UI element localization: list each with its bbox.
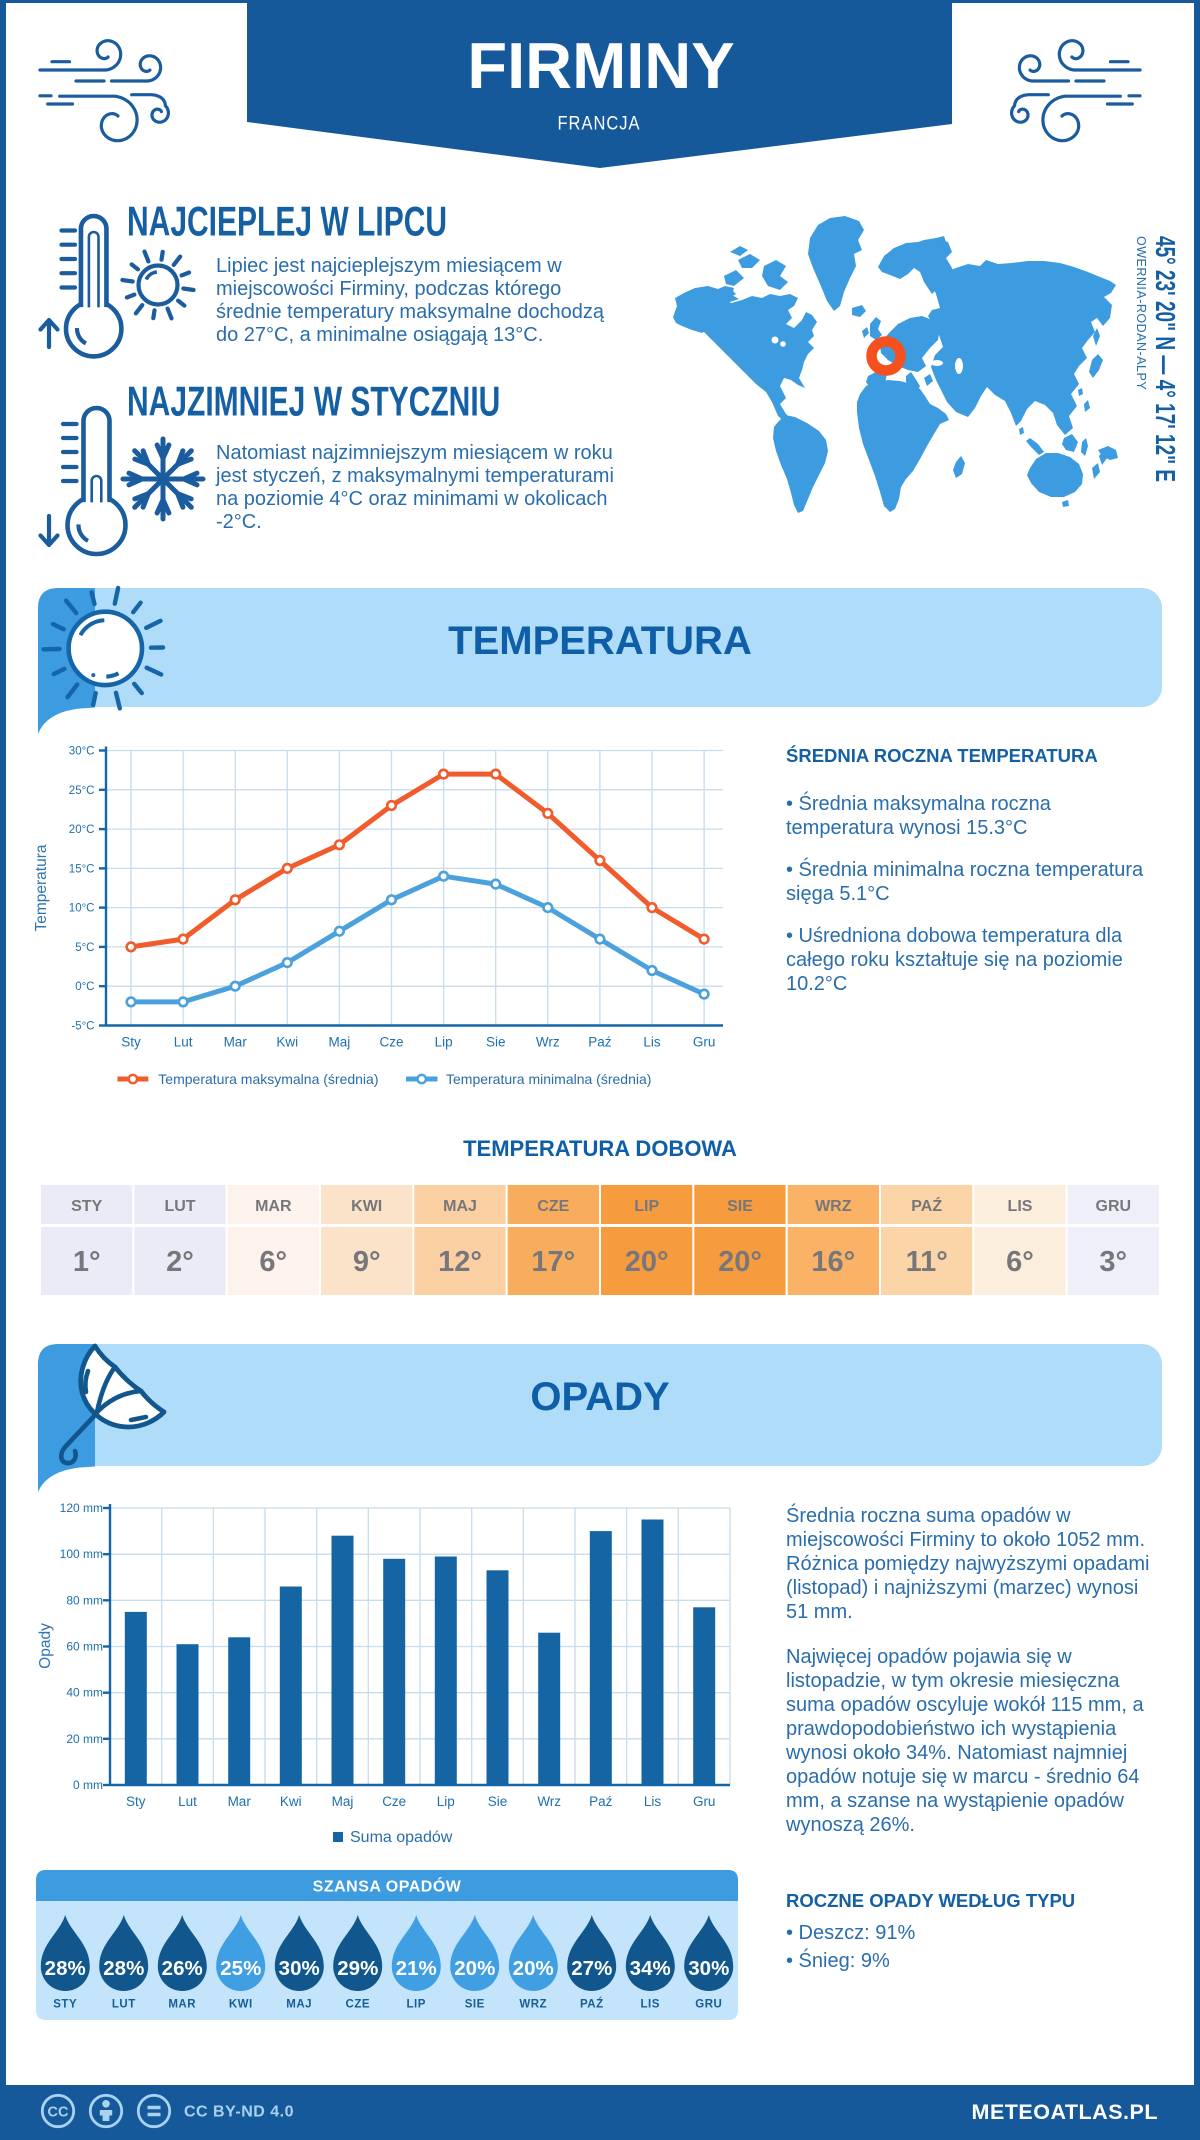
svg-text:SIE: SIE xyxy=(465,1999,485,2011)
svg-text:25°C: 25°C xyxy=(69,785,95,797)
svg-text:Kwi: Kwi xyxy=(276,1035,298,1050)
svg-text:Wrz: Wrz xyxy=(536,1035,560,1050)
svg-text:20°: 20° xyxy=(625,1246,669,1278)
svg-text:MAJ: MAJ xyxy=(286,1999,312,2011)
svg-text:28%: 28% xyxy=(45,1957,86,1980)
svg-text:20%: 20% xyxy=(513,1957,554,1980)
svg-text:120 mm: 120 mm xyxy=(60,1501,103,1515)
svg-text:30%: 30% xyxy=(688,1957,729,1980)
svg-text:21%: 21% xyxy=(396,1957,437,1980)
svg-text:Gru: Gru xyxy=(693,1794,716,1809)
svg-text:20 mm: 20 mm xyxy=(66,1732,103,1746)
svg-text:26%: 26% xyxy=(162,1957,203,1980)
svg-text:Temperatura maksymalna (średni: Temperatura maksymalna (średnia) xyxy=(158,1071,378,1087)
svg-text:20°: 20° xyxy=(718,1246,762,1278)
svg-text:WRZ: WRZ xyxy=(815,1198,852,1215)
svg-text:Lis: Lis xyxy=(643,1035,661,1050)
svg-text:28%: 28% xyxy=(103,1957,144,1980)
svg-text:Lip: Lip xyxy=(435,1035,453,1050)
svg-text:6°: 6° xyxy=(259,1246,287,1278)
svg-text:15°C: 15°C xyxy=(69,863,95,875)
svg-text:Suma opadów: Suma opadów xyxy=(350,1829,453,1846)
svg-text:Gru: Gru xyxy=(693,1035,716,1050)
svg-text:MAR: MAR xyxy=(168,1999,196,2011)
svg-text:9°: 9° xyxy=(353,1246,381,1278)
svg-text:34%: 34% xyxy=(630,1957,671,1980)
svg-text:Cze: Cze xyxy=(382,1794,406,1809)
svg-text:20°C: 20°C xyxy=(69,824,95,836)
svg-text:Lut: Lut xyxy=(174,1035,193,1050)
svg-text:5°C: 5°C xyxy=(75,942,94,954)
svg-text:6°: 6° xyxy=(1006,1246,1034,1278)
svg-text:30°C: 30°C xyxy=(69,746,95,758)
svg-text:Sie: Sie xyxy=(488,1794,508,1809)
svg-text:3°: 3° xyxy=(1099,1246,1127,1278)
svg-text:KWI: KWI xyxy=(229,1999,253,2011)
svg-text:Temperatura minimalna (średnia: Temperatura minimalna (średnia) xyxy=(446,1071,651,1087)
svg-text:CZE: CZE xyxy=(346,1999,371,2011)
svg-text:GRU: GRU xyxy=(1096,1198,1132,1215)
svg-text:2°: 2° xyxy=(166,1246,194,1278)
svg-text:LIP: LIP xyxy=(407,1999,426,2011)
svg-text:Cze: Cze xyxy=(379,1035,403,1050)
svg-text:20%: 20% xyxy=(454,1957,495,1980)
svg-text:Lip: Lip xyxy=(437,1794,455,1809)
svg-text:Sty: Sty xyxy=(121,1035,141,1050)
svg-text:Wrz: Wrz xyxy=(537,1794,561,1809)
svg-text:PAŹ: PAŹ xyxy=(911,1196,942,1215)
svg-text:0°C: 0°C xyxy=(75,981,94,993)
svg-text:CZE: CZE xyxy=(537,1198,569,1215)
svg-text:MAR: MAR xyxy=(255,1198,292,1215)
svg-text:Temperatura: Temperatura xyxy=(33,844,50,931)
svg-text:Opady: Opady xyxy=(37,1623,54,1669)
svg-text:Maj: Maj xyxy=(329,1035,351,1050)
svg-text:LIP: LIP xyxy=(634,1198,659,1215)
svg-text:0 mm: 0 mm xyxy=(73,1778,103,1792)
svg-text:STY: STY xyxy=(53,1999,77,2011)
svg-text:Sie: Sie xyxy=(486,1035,506,1050)
svg-text:-5°C: -5°C xyxy=(71,1021,94,1033)
svg-text:METEOATLAS.PL: METEOATLAS.PL xyxy=(972,2100,1158,2124)
svg-text:CC: CC xyxy=(48,2105,69,2121)
svg-text:LUT: LUT xyxy=(164,1198,195,1215)
svg-text:SIE: SIE xyxy=(727,1198,753,1215)
svg-text:SZANSA OPADÓW: SZANSA OPADÓW xyxy=(313,1877,462,1896)
svg-text:Kwi: Kwi xyxy=(280,1794,302,1809)
svg-text:27%: 27% xyxy=(571,1957,612,1980)
svg-text:Paź: Paź xyxy=(589,1794,613,1809)
svg-text:40 mm: 40 mm xyxy=(66,1686,103,1700)
svg-text:17°: 17° xyxy=(531,1246,575,1278)
svg-text:Sty: Sty xyxy=(126,1794,146,1809)
svg-text:Mar: Mar xyxy=(224,1035,248,1050)
svg-text:LIS: LIS xyxy=(1008,1198,1033,1215)
svg-text:Paź: Paź xyxy=(588,1035,612,1050)
svg-text:25%: 25% xyxy=(220,1957,261,1980)
svg-text:30%: 30% xyxy=(279,1957,320,1980)
svg-text:Lis: Lis xyxy=(644,1794,662,1809)
svg-text:12°: 12° xyxy=(438,1246,482,1278)
svg-text:CC BY-ND 4.0: CC BY-ND 4.0 xyxy=(184,2104,294,2121)
svg-text:PAŹ: PAŹ xyxy=(580,1998,604,2011)
svg-text:100 mm: 100 mm xyxy=(60,1547,103,1561)
svg-text:1°: 1° xyxy=(73,1246,101,1278)
svg-text:80 mm: 80 mm xyxy=(66,1593,103,1607)
svg-text:LUT: LUT xyxy=(112,1999,136,2011)
svg-text:WRZ: WRZ xyxy=(519,1999,547,2011)
svg-text:Mar: Mar xyxy=(228,1794,252,1809)
svg-text:11°: 11° xyxy=(906,1246,948,1278)
svg-text:10°C: 10°C xyxy=(69,903,95,915)
svg-text:60 mm: 60 mm xyxy=(66,1640,103,1654)
svg-text:Lut: Lut xyxy=(178,1794,197,1809)
svg-text:MAJ: MAJ xyxy=(443,1198,477,1215)
svg-text:16°: 16° xyxy=(811,1246,855,1278)
svg-text:GRU: GRU xyxy=(695,1999,722,2011)
svg-text:STY: STY xyxy=(71,1198,102,1215)
svg-text:KWI: KWI xyxy=(351,1198,382,1215)
svg-text:LIS: LIS xyxy=(641,1999,660,2011)
svg-text:Maj: Maj xyxy=(332,1794,354,1809)
svg-text:29%: 29% xyxy=(337,1957,378,1980)
